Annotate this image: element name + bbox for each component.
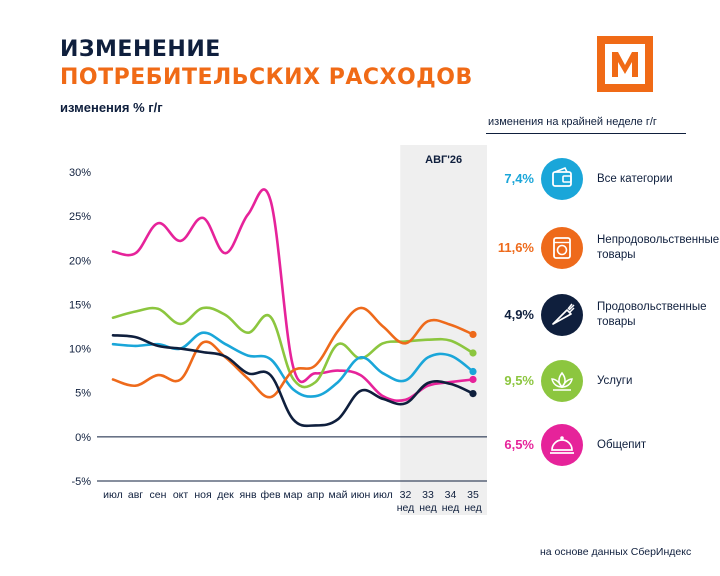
legend-value: 11,6% (497, 240, 534, 255)
legend-label: Общепит (597, 438, 647, 451)
wallet-icon (541, 158, 583, 200)
series-end-point (469, 389, 477, 398)
legend-label: Непродовольственные товары (597, 234, 720, 261)
x-tick-label: апр (307, 489, 325, 501)
legend-value: 9,5% (504, 373, 534, 388)
x-tick-label: 35 (467, 489, 479, 501)
legend-item-food: 4,9% Продовольственные товары (486, 294, 716, 338)
series-line (111, 306, 475, 399)
x-tick-label: мар (284, 489, 303, 501)
legend-value: 6,5% (504, 437, 534, 452)
y-tick-label: 15% (69, 299, 91, 311)
lotus-icon (541, 360, 583, 402)
legend-value: 7,4% (504, 171, 534, 186)
logo-mark (605, 44, 645, 84)
x-tick-label: авг (128, 489, 143, 501)
y-tick-label: 5% (75, 388, 91, 400)
x-tick-label: дек (217, 489, 234, 501)
series-end-point (469, 330, 477, 339)
y-tick-label: -5% (71, 476, 91, 488)
series-line (111, 188, 475, 402)
brand-logo (597, 36, 653, 92)
x-tick-label: ноя (194, 489, 211, 501)
legend-title: изменения на крайней неделе г/г (488, 116, 657, 128)
legend-item-catering: 6,5% Общепит (486, 424, 716, 468)
x-tick-label: фев (260, 489, 280, 501)
series-end-point (469, 375, 477, 384)
y-tick-label: 10% (69, 344, 91, 356)
y-tick-label: 20% (69, 255, 91, 267)
legend-divider (486, 133, 686, 134)
x-tick-label: май (329, 489, 348, 501)
x-tick-label: нед (442, 502, 460, 514)
title-line-1: ИЗМЕНЕНИЕ (60, 37, 221, 62)
legend-item-all: 7,4% Все категории (486, 158, 716, 202)
legend-item-nonfood: 11,6% Непродовольственные товары (486, 227, 720, 271)
x-tick-label: июн (351, 489, 371, 501)
carrot-icon (541, 294, 583, 336)
x-tick-label: нед (419, 502, 437, 514)
x-tick-label: янв (239, 489, 256, 501)
highlight-label: АВГ'26 (425, 154, 462, 166)
x-tick-label: окт (173, 489, 189, 501)
y-tick-label: 30% (69, 167, 91, 179)
chart-subtitle: изменения % г/г (60, 100, 163, 115)
x-tick-label: 33 (422, 489, 434, 501)
page-title: ИЗМЕНЕНИЕ ПОТРЕБИТЕЛЬСКИХ РАСХОДОВ (60, 36, 473, 92)
highlight-band (400, 145, 487, 515)
y-tick-label: 25% (69, 211, 91, 223)
x-tick-label: июл (373, 489, 393, 501)
x-tick-label: 34 (445, 489, 457, 501)
series-line (111, 334, 475, 428)
x-tick-label: нед (464, 502, 482, 514)
legend-value: 4,9% (504, 307, 534, 322)
cloche-icon (541, 424, 583, 466)
x-tick-label: сен (150, 489, 167, 501)
x-tick-label: нед (397, 502, 415, 514)
legend-label: Продовольственные товары (597, 301, 707, 328)
washing-machine-icon (541, 227, 583, 269)
series-end-point (469, 367, 477, 376)
legend-item-services: 9,5% Услуги (486, 360, 716, 404)
legend-label: Все категории (597, 172, 673, 185)
x-tick-label: июл (103, 489, 123, 501)
x-tick-label: 32 (400, 489, 412, 501)
y-tick-label: 0% (75, 432, 91, 444)
series-end-point (469, 349, 477, 357)
source-note: на основе данных СберИндекс (540, 546, 692, 558)
legend-label: Услуги (597, 374, 633, 387)
title-line-2: ПОТРЕБИТЕЛЬСКИХ РАСХОДОВ (60, 65, 473, 90)
